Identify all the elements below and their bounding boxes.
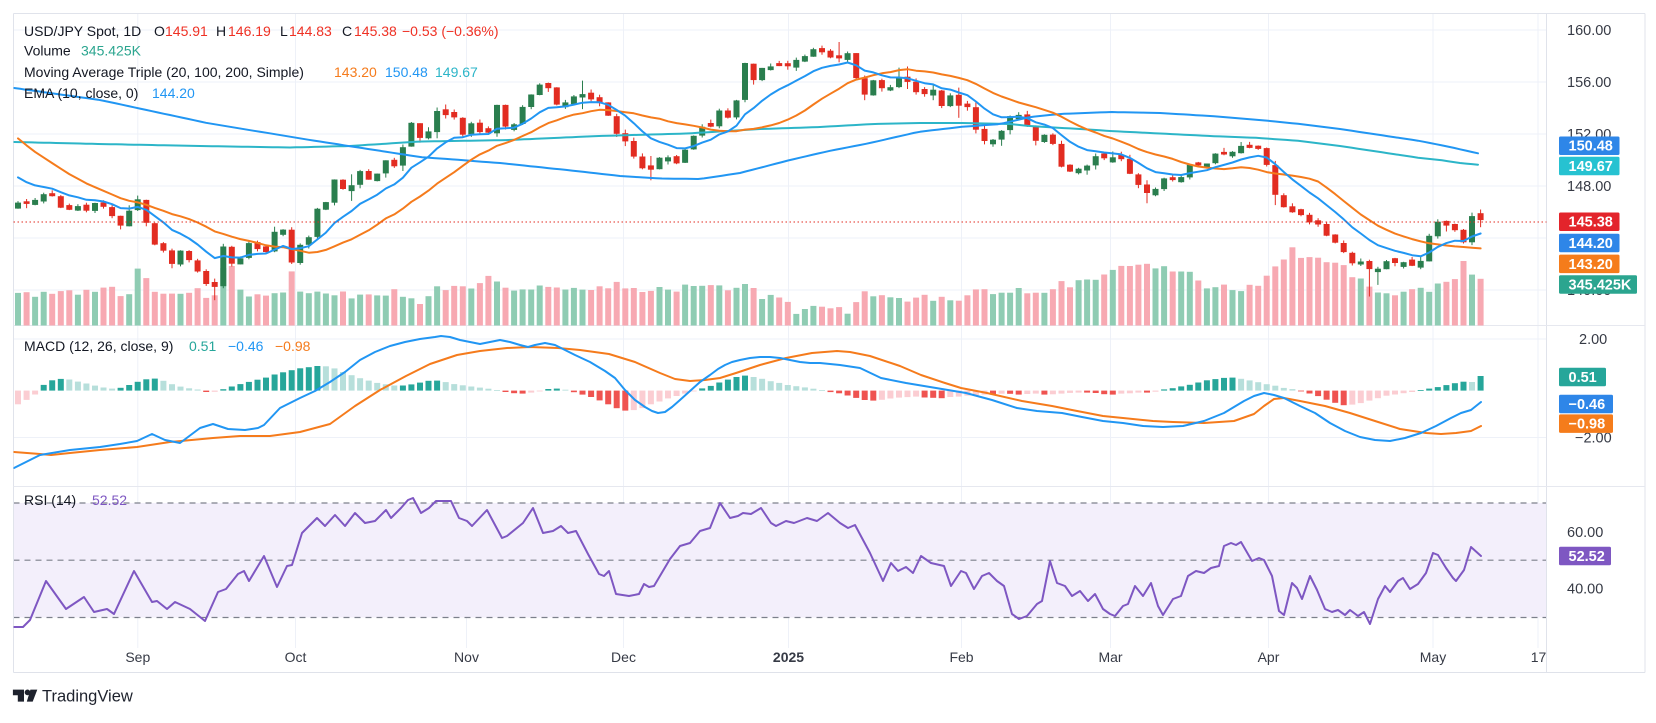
- svg-text:156.00: 156.00: [1567, 75, 1611, 91]
- svg-text:L: L: [280, 23, 288, 39]
- svg-text:May: May: [1420, 649, 1446, 665]
- svg-text:145.38: 145.38: [1569, 215, 1613, 231]
- svg-text:USD/JPY Spot, 1D: USD/JPY Spot, 1D: [24, 23, 141, 39]
- svg-text:H: H: [216, 23, 226, 39]
- svg-text:143.20: 143.20: [1569, 257, 1613, 273]
- svg-text:Mar: Mar: [1098, 649, 1122, 665]
- svg-text:−0.46: −0.46: [1569, 397, 1606, 413]
- svg-text:143.20: 143.20: [334, 64, 377, 80]
- svg-text:Feb: Feb: [949, 649, 973, 665]
- svg-text:−0.53 (−0.36%): −0.53 (−0.36%): [402, 23, 499, 39]
- svg-text:C: C: [342, 23, 352, 39]
- svg-text:−2.00: −2.00: [1575, 431, 1612, 447]
- svg-text:144.20: 144.20: [1569, 236, 1613, 252]
- svg-text:144.20: 144.20: [152, 85, 195, 101]
- svg-text:TradingView: TradingView: [42, 688, 133, 706]
- svg-text:145.91: 145.91: [165, 23, 208, 39]
- svg-text:345.425K: 345.425K: [81, 43, 142, 59]
- svg-text:EMA (10, close, 0): EMA (10, close, 0): [24, 85, 138, 101]
- svg-text:60.00: 60.00: [1567, 525, 1603, 541]
- svg-text:RSI (14): RSI (14): [24, 492, 76, 508]
- svg-text:149.67: 149.67: [1569, 159, 1613, 175]
- svg-text:345.425K: 345.425K: [1569, 277, 1632, 293]
- svg-text:Dec: Dec: [611, 649, 636, 665]
- svg-text:149.67: 149.67: [435, 64, 478, 80]
- svg-text:150.48: 150.48: [1569, 139, 1613, 155]
- svg-text:148.00: 148.00: [1567, 179, 1611, 195]
- svg-text:146.19: 146.19: [228, 23, 271, 39]
- svg-text:−0.98: −0.98: [275, 338, 311, 354]
- svg-text:−0.46: −0.46: [228, 338, 264, 354]
- svg-text:2.00: 2.00: [1579, 332, 1607, 348]
- svg-text:144.83: 144.83: [289, 23, 332, 39]
- svg-text:52.52: 52.52: [1569, 549, 1605, 565]
- svg-text:52.52: 52.52: [92, 492, 127, 508]
- svg-text:Oct: Oct: [285, 649, 307, 665]
- svg-text:Apr: Apr: [1258, 649, 1280, 665]
- svg-text:Sep: Sep: [125, 649, 150, 665]
- svg-text:Moving Average Triple (20, 100: Moving Average Triple (20, 100, 200, Sim…: [24, 64, 304, 80]
- svg-text:145.38: 145.38: [354, 23, 397, 39]
- svg-text:0.51: 0.51: [1569, 370, 1597, 386]
- svg-text:O: O: [154, 23, 165, 39]
- svg-text:160.00: 160.00: [1567, 23, 1611, 39]
- svg-text:Volume: Volume: [24, 43, 71, 59]
- svg-text:40.00: 40.00: [1567, 582, 1603, 598]
- svg-text:150.48: 150.48: [385, 64, 428, 80]
- svg-text:0.51: 0.51: [189, 338, 216, 354]
- svg-text:17: 17: [1531, 649, 1547, 665]
- svg-text:2025: 2025: [773, 649, 804, 665]
- svg-text:Nov: Nov: [454, 649, 479, 665]
- svg-text:MACD (12, 26, close, 9): MACD (12, 26, close, 9): [24, 338, 173, 354]
- svg-text:−0.98: −0.98: [1569, 417, 1606, 433]
